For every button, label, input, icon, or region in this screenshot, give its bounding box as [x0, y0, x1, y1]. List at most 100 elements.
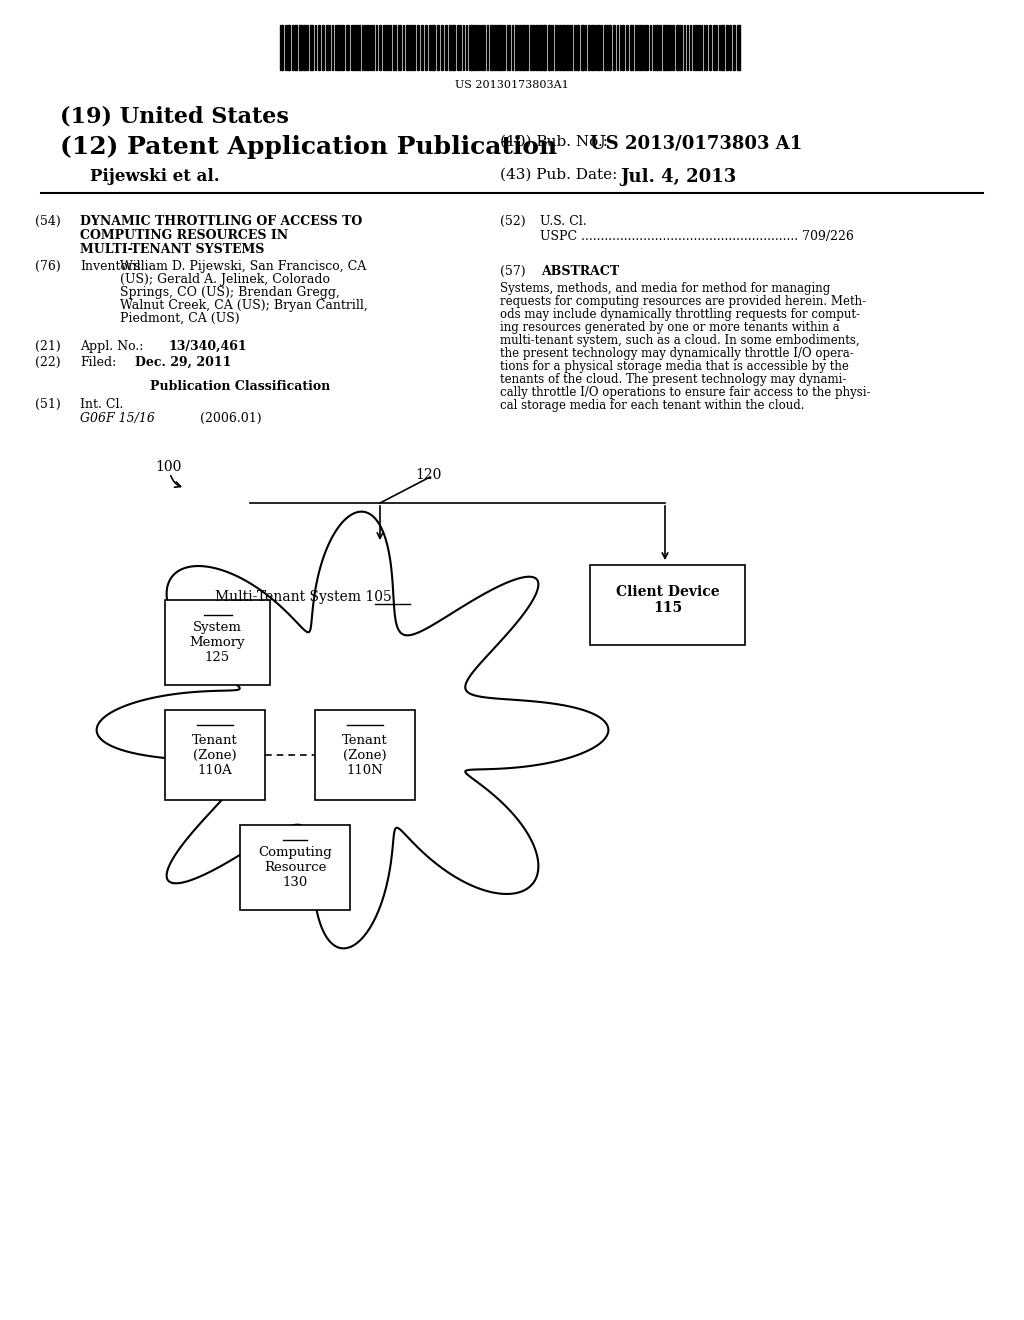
Bar [672, 25, 674, 70]
Bar [622, 25, 624, 70]
Text: Tenant
(Zone)
110N: Tenant (Zone) 110N [342, 734, 388, 776]
Text: requests for computing resources are provided herein. Meth-: requests for computing resources are pro… [500, 294, 866, 308]
Bar [559, 25, 561, 70]
Text: multi-tenant system, such as a cloud. In some embodiments,: multi-tenant system, such as a cloud. In… [500, 334, 859, 347]
Bar [449, 25, 451, 70]
Text: 100: 100 [155, 459, 181, 474]
Bar [432, 25, 435, 70]
Bar [445, 25, 447, 70]
FancyBboxPatch shape [240, 825, 350, 909]
Text: (57): (57) [500, 265, 525, 279]
Bar [676, 25, 679, 70]
Text: USPC ........................................................ 709/226: USPC ...................................… [540, 230, 854, 243]
Bar [635, 25, 637, 70]
Bar [640, 25, 642, 70]
Bar [726, 25, 728, 70]
Bar [341, 25, 344, 70]
Bar [588, 25, 590, 70]
Bar [294, 25, 297, 70]
Bar [437, 25, 439, 70]
Bar [562, 25, 565, 70]
Bar [389, 25, 391, 70]
Bar [507, 25, 510, 70]
Bar [303, 25, 306, 70]
Bar [457, 25, 459, 70]
Text: ods may include dynamically throttling requests for comput-: ods may include dynamically throttling r… [500, 308, 860, 321]
Bar [406, 25, 409, 70]
Text: DYNAMIC THROTTLING OF ACCESS TO: DYNAMIC THROTTLING OF ACCESS TO [80, 215, 362, 228]
Text: Computing
Resource
130: Computing Resource 130 [258, 846, 332, 888]
Text: Appl. No.:: Appl. No.: [80, 341, 143, 352]
Text: (19) United States: (19) United States [60, 106, 289, 127]
Bar [299, 25, 302, 70]
Bar [733, 25, 735, 70]
Bar [693, 25, 695, 70]
Bar [608, 25, 611, 70]
Text: U.S. Cl.: U.S. Cl. [540, 215, 587, 228]
Bar [393, 25, 396, 70]
Bar [713, 25, 715, 70]
Bar [655, 25, 658, 70]
Bar [429, 25, 431, 70]
Bar [351, 25, 353, 70]
Text: (76): (76) [35, 260, 60, 273]
Bar [604, 25, 607, 70]
Bar [566, 25, 569, 70]
Text: G06F 15/16: G06F 15/16 [80, 412, 155, 425]
Text: the present technology may dynamically throttle I/O opera-: the present technology may dynamically t… [500, 347, 854, 360]
Bar [630, 25, 633, 70]
Bar [318, 25, 319, 70]
Bar [372, 25, 374, 70]
Bar [357, 25, 360, 70]
Bar [645, 25, 648, 70]
Bar [328, 25, 330, 70]
Text: (43) Pub. Date:: (43) Pub. Date: [500, 168, 617, 182]
Bar [425, 25, 427, 70]
Text: Walnut Creek, CA (US); Bryan Cantrill,: Walnut Creek, CA (US); Bryan Cantrill, [120, 300, 368, 312]
Bar [469, 25, 472, 70]
Text: (21): (21) [35, 341, 60, 352]
Bar [737, 25, 740, 70]
Text: ing resources generated by one or more tenants within a: ing resources generated by one or more t… [500, 321, 840, 334]
Text: Jul. 4, 2013: Jul. 4, 2013 [620, 168, 736, 186]
Bar [379, 25, 381, 70]
Bar [354, 25, 356, 70]
Bar [570, 25, 572, 70]
Bar [548, 25, 551, 70]
Text: (10) Pub. No.:: (10) Pub. No.: [500, 135, 608, 149]
Text: US 2013/0173803 A1: US 2013/0173803 A1 [590, 135, 802, 153]
Text: cal storage media for each tenant within the cloud.: cal storage media for each tenant within… [500, 399, 805, 412]
Bar [613, 25, 615, 70]
Bar [383, 25, 385, 70]
Text: US 20130173803A1: US 20130173803A1 [455, 81, 569, 90]
Text: ABSTRACT: ABSTRACT [541, 265, 620, 279]
Bar [721, 25, 724, 70]
Text: (2006.01): (2006.01) [200, 412, 261, 425]
Bar [663, 25, 666, 70]
Bar [280, 25, 283, 70]
Bar [310, 25, 313, 70]
Bar [337, 25, 340, 70]
FancyBboxPatch shape [315, 710, 415, 800]
Text: Client Device
115: Client Device 115 [615, 585, 719, 615]
Bar [535, 25, 538, 70]
Bar [498, 25, 501, 70]
Bar [494, 25, 497, 70]
Polygon shape [96, 512, 608, 948]
Bar [386, 25, 388, 70]
Bar [413, 25, 415, 70]
Text: (22): (22) [35, 356, 60, 370]
Bar [398, 25, 401, 70]
Bar [555, 25, 558, 70]
Bar [421, 25, 423, 70]
Text: 13/340,461: 13/340,461 [168, 341, 247, 352]
Bar [696, 25, 698, 70]
Text: (54): (54) [35, 215, 60, 228]
Text: MULTI-TENANT SYSTEMS: MULTI-TENANT SYSTEMS [80, 243, 264, 256]
Text: Springs, CO (US); Brendan Gregg,: Springs, CO (US); Brendan Gregg, [120, 286, 340, 300]
Text: Pijewski et al.: Pijewski et al. [90, 168, 219, 185]
Text: Dec. 29, 2011: Dec. 29, 2011 [135, 356, 231, 370]
Text: tions for a physical storage media that is accessible by the: tions for a physical storage media that … [500, 360, 849, 374]
Text: 120: 120 [415, 469, 441, 482]
Text: (52): (52) [500, 215, 525, 228]
